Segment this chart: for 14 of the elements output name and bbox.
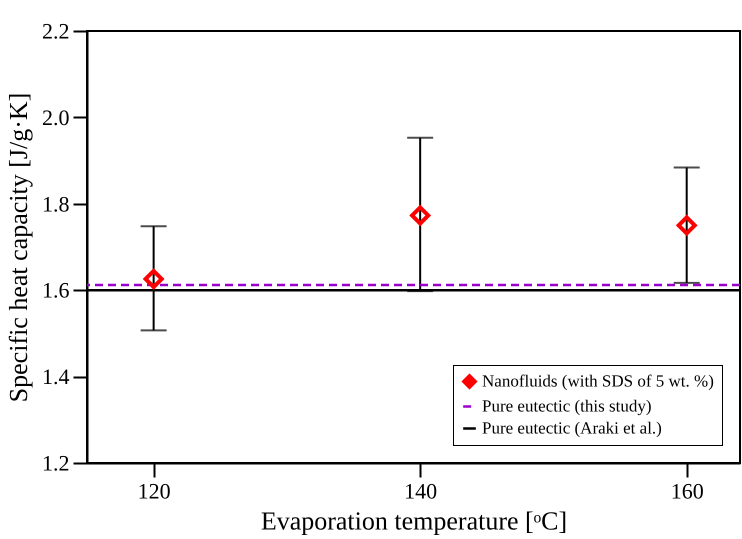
- y-tick-label: 1.2: [42, 450, 70, 476]
- y-tick-label: 1.6: [42, 278, 70, 303]
- y-tick-label: 2.0: [42, 104, 70, 130]
- y-axis-title: Specific heat capacity [J/g·K]: [4, 92, 33, 402]
- y-tick-label: 1.8: [42, 191, 70, 216]
- legend-label: Nanofluids (with SDS of 5 wt. %): [482, 372, 714, 390]
- y-tick-label: 1.4: [42, 364, 70, 390]
- x-axis-title: Evaporation temperature [ᵒC]: [260, 506, 568, 536]
- y-tick-label: 2.2: [42, 18, 70, 44]
- legend-label: Pure eutectic (this study): [482, 396, 652, 416]
- x-tick-label: 120: [138, 478, 171, 504]
- legend-label: Pure eutectic (Araki et al.): [482, 418, 662, 438]
- x-tick-label: 160: [670, 478, 704, 504]
- x-tick-label: 140: [404, 478, 438, 504]
